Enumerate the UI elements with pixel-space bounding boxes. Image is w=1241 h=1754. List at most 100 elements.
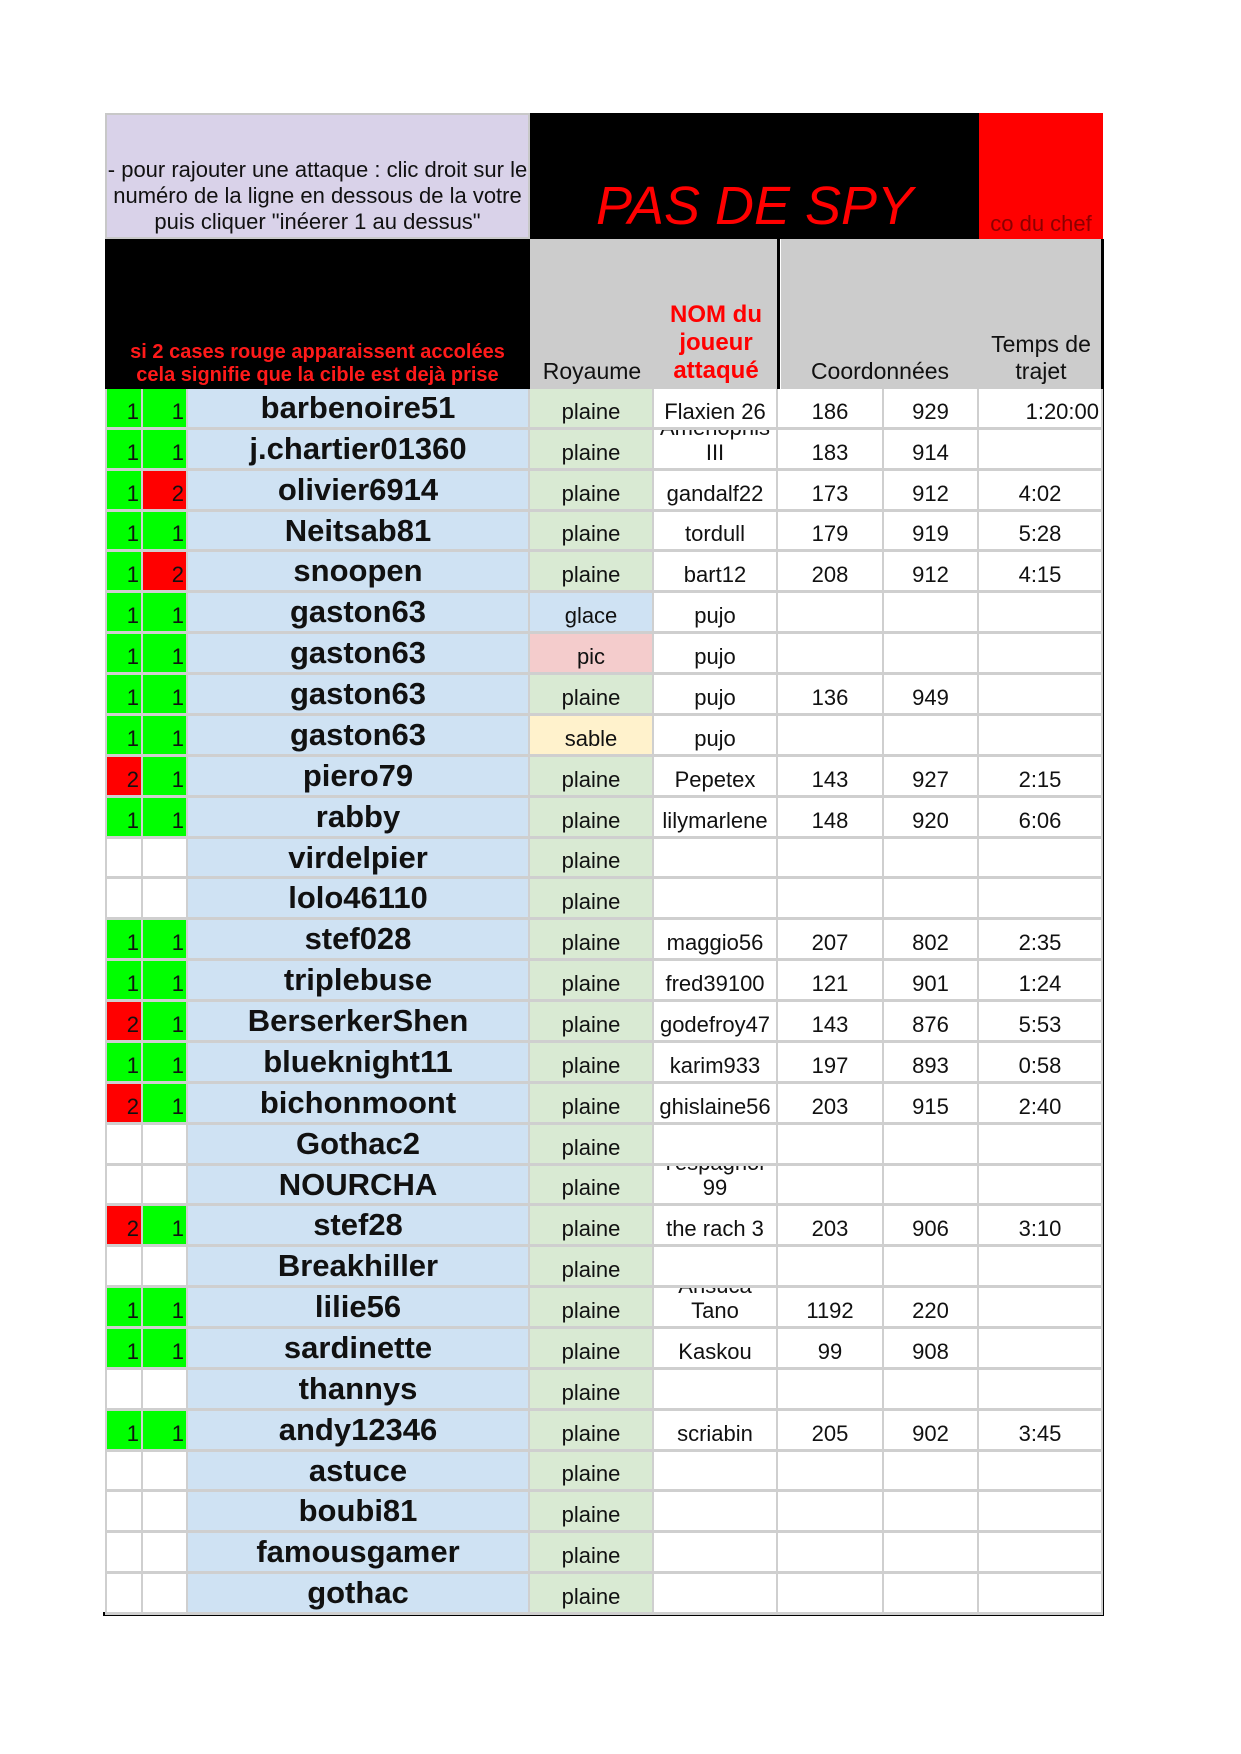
travel-time[interactable] [979, 1247, 1103, 1288]
target-player[interactable] [654, 1370, 778, 1411]
travel-time[interactable] [979, 1166, 1103, 1206]
target-player[interactable] [654, 1247, 778, 1288]
attack-count-2[interactable]: 2 [143, 552, 188, 593]
kingdom-cell[interactable]: glace [530, 593, 654, 634]
kingdom-cell[interactable]: plaine [530, 389, 654, 430]
player-name[interactable]: gaston63 [188, 675, 530, 716]
target-player[interactable]: tordull [654, 512, 778, 552]
travel-time[interactable] [979, 1288, 1103, 1329]
attack-count-2[interactable] [143, 879, 188, 920]
kingdom-cell[interactable]: pic [530, 634, 654, 675]
coord-x[interactable] [778, 1452, 884, 1492]
player-name[interactable]: piero79 [188, 757, 530, 798]
travel-time[interactable]: 4:15 [979, 552, 1103, 593]
travel-time[interactable]: 2:40 [979, 1084, 1103, 1125]
travel-time[interactable]: 5:53 [979, 1002, 1103, 1043]
player-name[interactable]: virdelpier [188, 839, 530, 879]
attack-count-2[interactable]: 1 [143, 1084, 188, 1125]
coord-x[interactable] [778, 716, 884, 757]
travel-time[interactable] [979, 879, 1103, 920]
coord-x[interactable] [778, 593, 884, 634]
attack-count-1[interactable]: 1 [105, 389, 143, 430]
coord-x[interactable]: 207 [778, 920, 884, 961]
coord-y[interactable]: 915 [884, 1084, 979, 1125]
target-player[interactable]: pujo [654, 634, 778, 675]
target-player[interactable]: fred39100 [654, 961, 778, 1002]
attack-count-2[interactable] [143, 1574, 188, 1615]
attack-count-1[interactable] [105, 1533, 143, 1574]
attack-count-2[interactable]: 1 [143, 593, 188, 634]
attack-count-2[interactable]: 1 [143, 675, 188, 716]
target-player[interactable] [654, 1492, 778, 1533]
attack-count-2[interactable] [143, 1166, 188, 1206]
coord-x[interactable] [778, 879, 884, 920]
coord-y[interactable] [884, 1492, 979, 1533]
target-player[interactable]: the rach 3 [654, 1206, 778, 1247]
travel-time[interactable] [979, 716, 1103, 757]
kingdom-cell[interactable]: plaine [530, 961, 654, 1002]
coord-y[interactable]: 876 [884, 1002, 979, 1043]
attack-count-2[interactable]: 1 [143, 1043, 188, 1084]
attack-count-2[interactable] [143, 1125, 188, 1166]
attack-count-2[interactable] [143, 839, 188, 879]
travel-time[interactable] [979, 675, 1103, 716]
travel-time[interactable]: 3:10 [979, 1206, 1103, 1247]
target-player[interactable]: ghislaine56 [654, 1084, 778, 1125]
player-name[interactable]: thannys [188, 1370, 530, 1411]
kingdom-cell[interactable]: plaine [530, 839, 654, 879]
kingdom-cell[interactable]: plaine [530, 1166, 654, 1206]
attack-count-2[interactable] [143, 1370, 188, 1411]
attack-count-1[interactable]: 1 [105, 716, 143, 757]
kingdom-cell[interactable]: plaine [530, 1247, 654, 1288]
attack-count-1[interactable] [105, 1166, 143, 1206]
target-player[interactable]: karim933 [654, 1043, 778, 1084]
attack-count-1[interactable]: 1 [105, 1288, 143, 1329]
player-name[interactable]: sardinette [188, 1329, 530, 1370]
coord-x[interactable] [778, 1370, 884, 1411]
kingdom-cell[interactable]: plaine [530, 1574, 654, 1615]
target-player[interactable]: pujo [654, 716, 778, 757]
travel-time[interactable]: 1:20:00 [979, 389, 1103, 430]
player-name[interactable]: snoopen [188, 552, 530, 593]
player-name[interactable]: olivier6914 [188, 471, 530, 512]
coord-x[interactable]: 1192 [778, 1288, 884, 1329]
coord-x[interactable]: 143 [778, 757, 884, 798]
target-player[interactable] [654, 1125, 778, 1166]
player-name[interactable]: rabby [188, 798, 530, 839]
kingdom-cell[interactable]: sable [530, 716, 654, 757]
coord-x[interactable] [778, 634, 884, 675]
attack-count-2[interactable]: 1 [143, 1288, 188, 1329]
attack-count-1[interactable] [105, 1574, 143, 1615]
player-name[interactable]: j.chartier01360 [188, 430, 530, 471]
player-name[interactable]: lilie56 [188, 1288, 530, 1329]
target-player[interactable] [654, 1452, 778, 1492]
target-player[interactable]: gandalf22 [654, 471, 778, 512]
attack-count-1[interactable]: 1 [105, 675, 143, 716]
travel-time[interactable] [979, 1329, 1103, 1370]
attack-count-2[interactable]: 2 [143, 471, 188, 512]
kingdom-cell[interactable]: plaine [530, 879, 654, 920]
attack-count-1[interactable]: 1 [105, 634, 143, 675]
coord-x[interactable]: 203 [778, 1206, 884, 1247]
target-player[interactable] [654, 879, 778, 920]
attack-count-1[interactable] [105, 1492, 143, 1533]
target-player[interactable]: Ansuca Tano [654, 1288, 778, 1329]
attack-count-1[interactable] [105, 1370, 143, 1411]
attack-count-1[interactable] [105, 879, 143, 920]
attack-count-1[interactable]: 1 [105, 961, 143, 1002]
attack-count-2[interactable] [143, 1533, 188, 1574]
attack-count-2[interactable] [143, 1492, 188, 1533]
attack-count-2[interactable]: 1 [143, 757, 188, 798]
kingdom-cell[interactable]: plaine [530, 920, 654, 961]
target-player[interactable] [654, 1533, 778, 1574]
coord-y[interactable] [884, 1533, 979, 1574]
kingdom-cell[interactable]: plaine [530, 471, 654, 512]
coord-y[interactable] [884, 1574, 979, 1615]
player-name[interactable]: blueknight11 [188, 1043, 530, 1084]
target-player[interactable]: pujo [654, 675, 778, 716]
target-player[interactable]: scriabin [654, 1411, 778, 1452]
attack-count-1[interactable]: 1 [105, 512, 143, 552]
player-name[interactable]: stef28 [188, 1206, 530, 1247]
player-name[interactable]: boubi81 [188, 1492, 530, 1533]
player-name[interactable]: gaston63 [188, 716, 530, 757]
